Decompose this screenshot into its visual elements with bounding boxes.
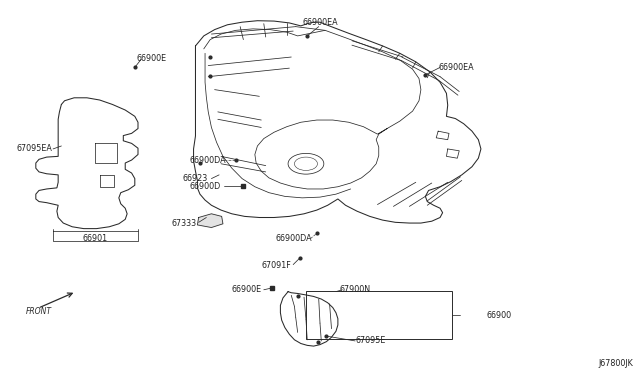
Text: 66901: 66901	[83, 234, 108, 243]
Text: 67900N: 67900N	[339, 285, 371, 294]
Text: 66900: 66900	[486, 311, 511, 320]
Text: 67091F: 67091F	[261, 261, 291, 270]
Text: 66900E: 66900E	[137, 54, 167, 62]
Text: 66900E: 66900E	[232, 285, 262, 294]
Polygon shape	[197, 214, 223, 228]
Bar	[306, 291, 452, 339]
Text: 66900EA: 66900EA	[438, 63, 474, 72]
Text: 67333: 67333	[172, 219, 197, 228]
Text: 67095EA: 67095EA	[17, 144, 52, 153]
Text: J67800JK: J67800JK	[598, 359, 633, 368]
Text: FRONT: FRONT	[26, 307, 52, 316]
Text: 66900DA: 66900DA	[189, 155, 226, 164]
Text: 66900EA: 66900EA	[302, 17, 338, 27]
Text: 66900D: 66900D	[189, 182, 220, 191]
Text: 66923: 66923	[182, 174, 208, 183]
Text: 66900DA: 66900DA	[275, 234, 312, 243]
Text: 67095E: 67095E	[355, 336, 385, 346]
